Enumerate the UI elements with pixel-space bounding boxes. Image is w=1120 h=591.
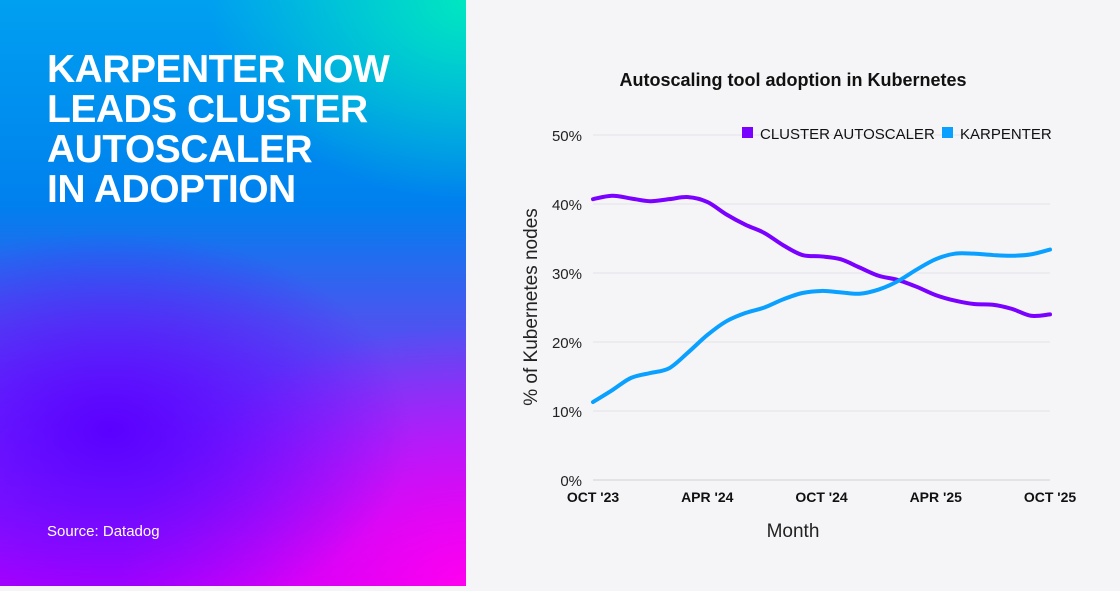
x-tick-label: OCT '24 bbox=[795, 489, 848, 505]
headline-line: AUTOSCALER bbox=[47, 128, 313, 171]
y-tick-label: 20% bbox=[552, 335, 582, 352]
y-tick-label: 30% bbox=[552, 266, 582, 283]
x-tick-label: OCT '23 bbox=[567, 489, 620, 505]
y-tick-label: 0% bbox=[560, 473, 582, 490]
headline-line: LEADS CLUSTER bbox=[47, 88, 368, 131]
x-tick-label: APR '25 bbox=[910, 489, 963, 505]
x-tick-label: APR '24 bbox=[681, 489, 734, 505]
series-line-karpenter bbox=[591, 247, 1052, 405]
y-axis-label: % of Kubernetes nodes bbox=[521, 208, 542, 406]
headline-line: KARPENTER NOW bbox=[47, 48, 390, 91]
y-tick-label: 50% bbox=[552, 128, 582, 145]
chart-title: Autoscaling tool adoption in Kubernetes bbox=[619, 70, 966, 90]
legend-label: KARPENTER bbox=[960, 126, 1052, 143]
legend-label: CLUSTER AUTOSCALER bbox=[760, 126, 935, 143]
x-axis-label: Month bbox=[767, 521, 820, 542]
x-tick-label: OCT '25 bbox=[1024, 489, 1077, 505]
series-line-cluster-autoscaler bbox=[591, 193, 1052, 318]
hero-panel: KARPENTER NOW LEADS CLUSTER AUTOSCALER I… bbox=[0, 0, 466, 586]
chart-panel: Autoscaling tool adoption in Kubernetes … bbox=[466, 0, 1120, 586]
headline-line: IN ADOPTION bbox=[47, 168, 296, 211]
source-note: Source: Datadog bbox=[47, 523, 160, 540]
y-tick-label: 10% bbox=[552, 404, 582, 421]
headline: KARPENTER NOW LEADS CLUSTER AUTOSCALER I… bbox=[47, 48, 390, 211]
y-tick-label: 40% bbox=[552, 197, 582, 214]
legend-swatch bbox=[742, 127, 753, 138]
legend-swatch bbox=[942, 127, 953, 138]
line-chart: Autoscaling tool adoption in Kubernetes … bbox=[521, 70, 1077, 542]
